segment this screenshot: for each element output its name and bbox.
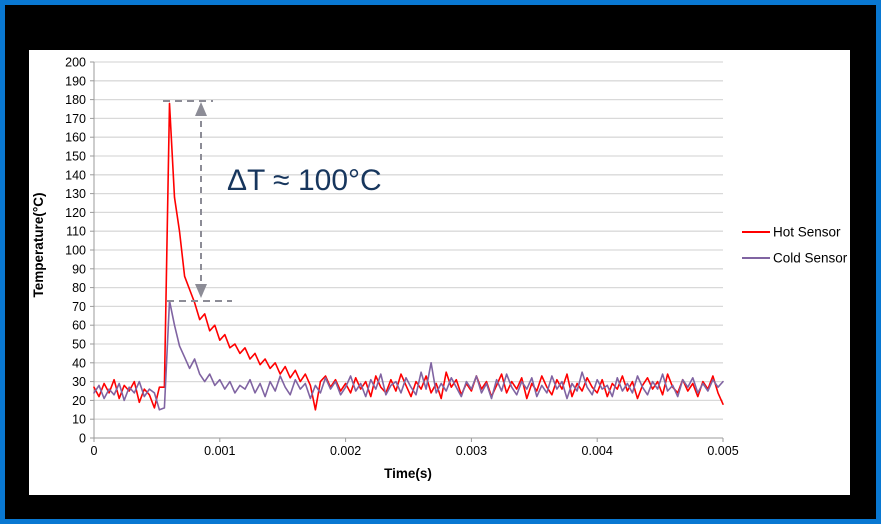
cold-sensor-line <box>93 300 724 411</box>
y-tick-label: 50 <box>72 338 86 352</box>
y-tick-label: 150 <box>65 150 86 164</box>
temperature-chart-svg: 0 10 20 30 40 50 60 70 80 90 100 110 120 130 140 150 160… <box>31 56 848 482</box>
cold-sensor-label: Cold Sensor <box>773 251 848 266</box>
y-tick-label: 10 <box>72 413 86 427</box>
arrow-down-icon <box>195 284 207 298</box>
y-tick-label: 200 <box>65 56 86 70</box>
hot-sensor-label: Hot Sensor <box>773 225 841 240</box>
y-tick-label: 120 <box>65 206 86 220</box>
x-tick-label: 0.004 <box>582 444 613 458</box>
y-tick-label: 110 <box>66 225 86 239</box>
y-axis-title: Temperature(°C) <box>31 193 46 298</box>
y-tick-label: 180 <box>65 93 86 107</box>
x-tick-label: 0.002 <box>330 444 361 458</box>
y-tick-label: 170 <box>65 112 86 126</box>
x-tick-label: 0.003 <box>456 444 487 458</box>
y-tick-label: 0 <box>79 432 86 446</box>
y-tick-label: 70 <box>72 300 86 314</box>
x-tick-label: 0.001 <box>204 444 235 458</box>
legend-entry-cold: Cold Sensor <box>742 251 848 266</box>
delta-t-annotation: ΔT ≈ 100°C <box>227 164 382 197</box>
x-axis-title: Time(s) <box>384 466 432 481</box>
y-tick-label: 90 <box>72 262 86 276</box>
y-tick-label: 40 <box>72 356 86 370</box>
x-tick-label: 0.005 <box>707 444 738 458</box>
delta-t-arrow <box>163 100 232 302</box>
y-tick-label: 160 <box>65 131 86 145</box>
hot-sensor-line <box>93 102 724 411</box>
y-tick-label: 190 <box>65 74 86 88</box>
y-tick-label: 140 <box>65 168 86 182</box>
y-tick-label: 130 <box>65 187 86 201</box>
arrow-up-icon <box>195 102 207 116</box>
y-tick-label: 30 <box>72 375 86 389</box>
legend-entry-hot: Hot Sensor <box>742 225 841 240</box>
x-tick-label: 0 <box>91 444 98 458</box>
plot-grid-and-series: 0 10 20 30 40 50 60 70 80 90 100 110 120 130 140 150 160… <box>65 56 739 459</box>
y-tick-label: 80 <box>72 281 86 295</box>
y-tick-label: 20 <box>72 394 86 408</box>
y-tick-label: 100 <box>65 244 86 258</box>
temperature-chart: 0 10 20 30 40 50 60 70 80 90 100 110 120 130 140 150 160… <box>29 50 850 495</box>
legend: Hot Sensor Cold Sensor <box>742 225 848 266</box>
y-tick-label: 60 <box>72 319 86 333</box>
